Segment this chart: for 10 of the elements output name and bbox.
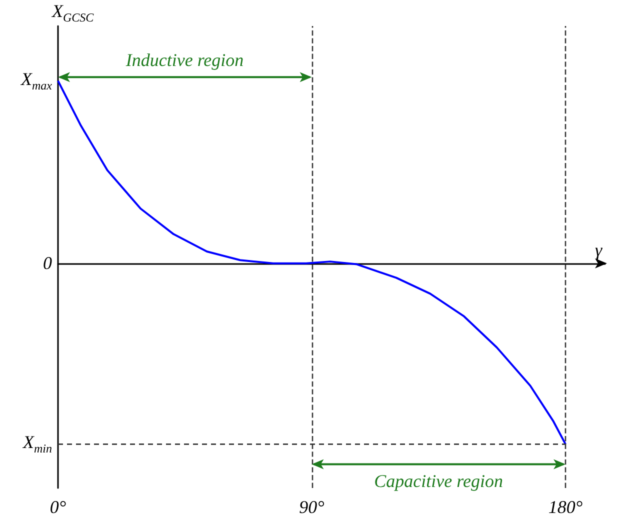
- x-tick-label: 0°: [50, 497, 66, 516]
- text: Capacitive region: [374, 471, 503, 492]
- x-axis-title: γ: [595, 240, 602, 260]
- y-axis-title: X$_{GCSC}$: [52, 1, 94, 25]
- text: 0: [43, 253, 52, 274]
- x-tick-label: 180°: [548, 497, 583, 516]
- text: Inductive region: [126, 50, 244, 70]
- x-tick-label: 90°: [299, 497, 324, 516]
- annotation: X$_{max}$: [21, 68, 52, 92]
- text: X$_{min}$: [23, 432, 52, 456]
